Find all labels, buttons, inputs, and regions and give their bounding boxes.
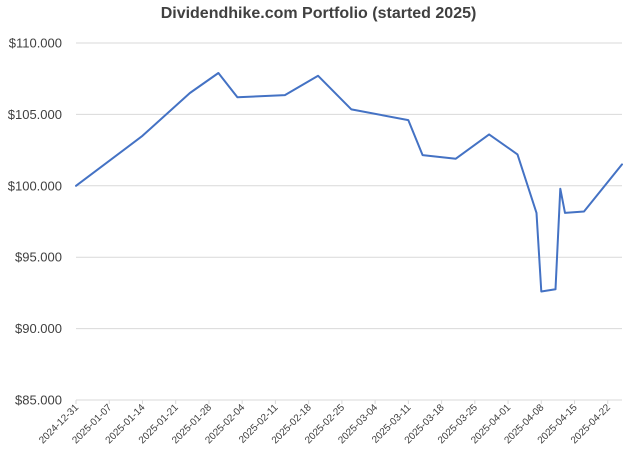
- y-tick-label: $100.000: [8, 178, 62, 193]
- series-group: [75, 72, 623, 293]
- chart-title: Dividendhike.com Portfolio (started 2025…: [160, 5, 477, 22]
- series-line: [75, 72, 623, 293]
- gridlines: [76, 42, 622, 401]
- y-tick-label: $105.000: [8, 107, 62, 122]
- y-tick-label: $110.000: [9, 36, 62, 51]
- x-axis: 2024-12-312025-01-072025-01-142025-01-21…: [37, 400, 613, 446]
- y-tick-label: $85.000: [15, 393, 62, 408]
- y-tick-label: $90.000: [15, 321, 62, 336]
- y-axis: $85.000 $90.000 $95.000 $100.000 $105.000 $11…: [8, 36, 62, 408]
- y-tick-label: $95.000: [15, 250, 62, 265]
